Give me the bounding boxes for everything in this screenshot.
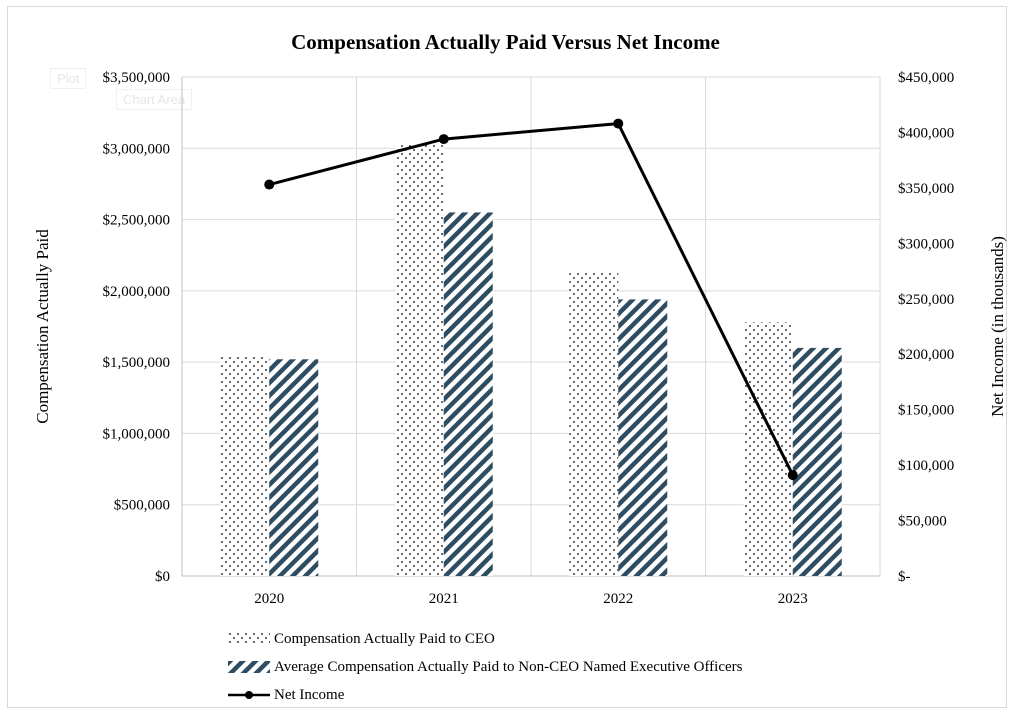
legend-swatch-dots (228, 633, 270, 645)
y2-tick-label: $50,000 (898, 514, 947, 530)
legend-item-neo: Average Compensation Actually Paid to No… (228, 653, 743, 681)
y-tick-label: $2,000,000 (103, 284, 171, 300)
y2-tick-label: $300,000 (898, 236, 954, 252)
y2-tick-label: $400,000 (898, 125, 954, 141)
net-income-point (787, 470, 798, 481)
y2-tick-label: $450,000 (898, 70, 954, 86)
bar-neo (618, 299, 668, 576)
net-income-point (438, 134, 449, 145)
y2-tick-label: $350,000 (898, 181, 954, 197)
bar-neo (269, 359, 319, 576)
chart-title: Compensation Actually Paid Versus Net In… (291, 30, 720, 54)
y-axis-title: Compensation Actually Paid (33, 229, 52, 424)
y2-tick-label: $200,000 (898, 347, 954, 363)
legend: Compensation Actually Paid to CEO Averag… (228, 625, 743, 709)
y-tick-label: $2,500,000 (103, 213, 171, 229)
legend-swatch-stripes (228, 661, 270, 673)
y-tick-label: $3,500,000 (103, 70, 171, 86)
y2-tick-label: $- (898, 569, 911, 585)
bar-ceo (569, 270, 619, 576)
y-tick-label: $500,000 (114, 498, 170, 514)
y2-tick-label: $150,000 (898, 403, 954, 419)
legend-label-neo: Average Compensation Actually Paid to No… (274, 658, 743, 675)
plot-area-ghost-label: Plot (50, 68, 87, 89)
legend-label-net-income: Net Income (274, 686, 345, 703)
y2-tick-label: $100,000 (898, 458, 954, 474)
y2-axis-title: Net Income (in thousands) (988, 236, 1007, 417)
legend-item-net-income: Net Income (228, 681, 743, 709)
chart-area-ghost-label: Chart Area (116, 89, 193, 110)
y-tick-label: $0 (155, 569, 170, 585)
net-income-point (264, 179, 275, 190)
net-income-point (613, 118, 624, 129)
bar-neo (792, 347, 842, 576)
legend-item-ceo: Compensation Actually Paid to CEO (228, 625, 743, 653)
chart-frame (7, 6, 1007, 708)
x-tick-label: 2020 (254, 591, 284, 607)
x-tick-label: 2022 (603, 591, 633, 607)
y-tick-label: $1,000,000 (103, 426, 171, 442)
x-tick-label: 2021 (429, 591, 459, 607)
x-tick-label: 2023 (778, 591, 808, 607)
y-tick-label: $1,500,000 (103, 355, 171, 371)
y-tick-label: $3,000,000 (103, 141, 171, 157)
legend-label-ceo: Compensation Actually Paid to CEO (274, 630, 495, 647)
bar-ceo (220, 355, 270, 576)
bar-ceo (743, 322, 793, 576)
y2-tick-label: $250,000 (898, 292, 954, 308)
net-income-line (268, 121, 795, 476)
bar-neo (443, 212, 493, 576)
legend-swatch-line (228, 691, 270, 699)
bar-ceo (394, 144, 444, 576)
